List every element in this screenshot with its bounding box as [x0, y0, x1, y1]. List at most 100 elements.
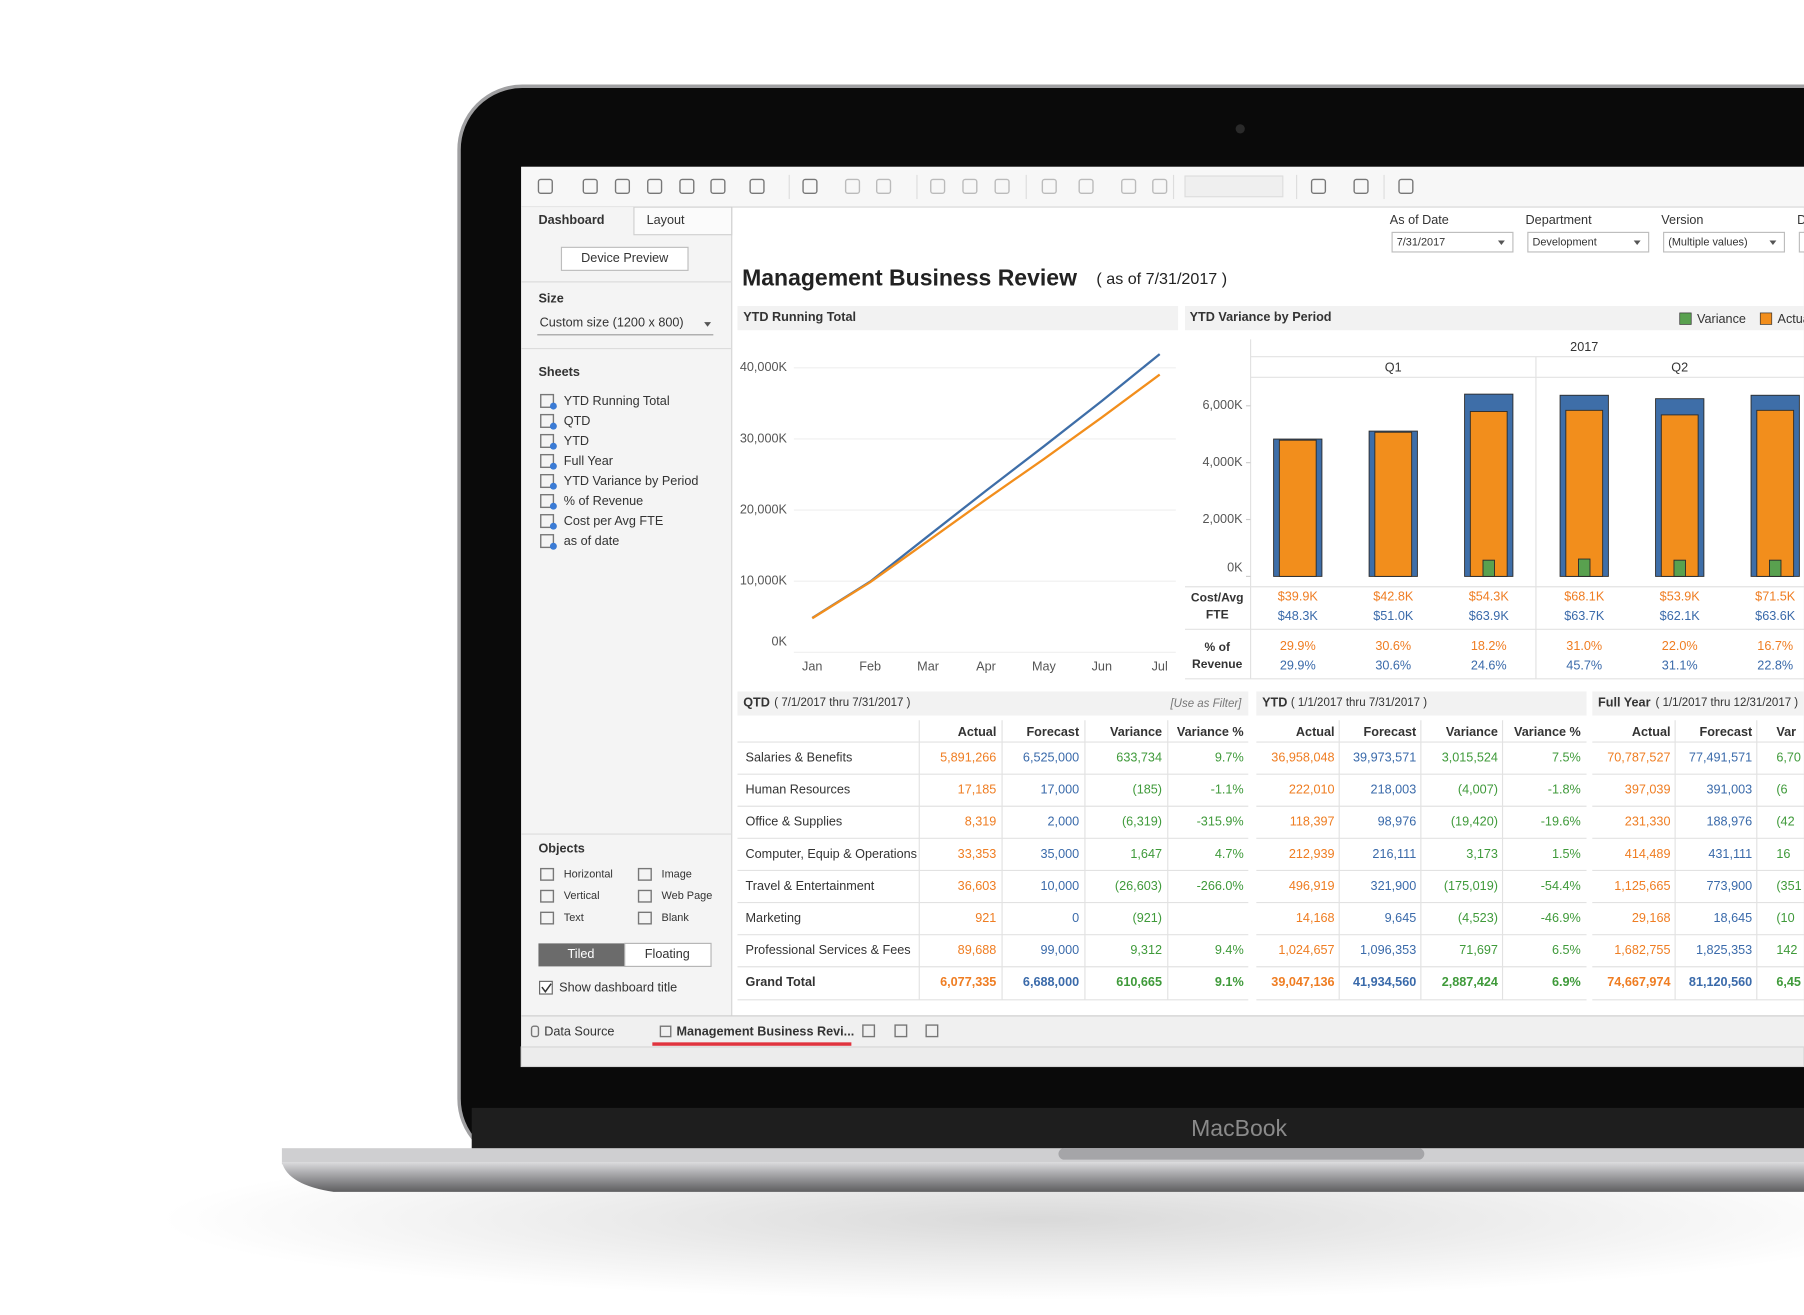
device-preview-button[interactable] — [560, 246, 689, 271]
toolbar-icon[interactable] — [537, 178, 553, 194]
toolbar-dropdown[interactable] — [1184, 175, 1284, 198]
laptop-chin — [471, 1107, 1804, 1150]
cell: 6.9% — [1552, 975, 1581, 989]
cell: 496,919 — [1289, 879, 1335, 893]
cell: 17,000 — [1041, 783, 1080, 797]
sheet-title: YTD Running Total — [743, 310, 856, 324]
sheet-item[interactable]: YTD Variance by Period — [564, 474, 699, 488]
bar — [1578, 558, 1591, 577]
object-item[interactable]: Text — [564, 912, 584, 924]
toolbar-icon[interactable] — [679, 178, 695, 194]
column-header: Actual — [1296, 725, 1335, 739]
sheet-item[interactable]: QTD — [564, 414, 591, 428]
cell: -19.6% — [1541, 815, 1581, 829]
cell: -1.1% — [1211, 783, 1244, 797]
toolbar-icon[interactable] — [875, 178, 892, 194]
object-item[interactable]: Web Page — [662, 890, 713, 902]
cell: 633,734 — [1116, 751, 1162, 765]
filter-value[interactable]: 7/31/2017 — [1397, 237, 1446, 249]
filter-value[interactable]: Development — [1532, 237, 1596, 249]
cell: 18.2% — [1471, 639, 1507, 653]
cell: 212,939 — [1289, 847, 1335, 861]
cell: 9,312 — [1130, 943, 1162, 957]
x-tick-label: Feb — [859, 660, 881, 674]
toolbar-icon[interactable] — [1041, 178, 1057, 194]
toolbar-icon[interactable] — [1310, 178, 1327, 194]
toolbar-icon[interactable] — [1398, 178, 1414, 194]
cell: $39.9K — [1278, 589, 1319, 603]
toolbar-icon[interactable] — [710, 178, 726, 194]
toolbar-icon[interactable] — [749, 178, 765, 194]
object-item[interactable]: Image — [662, 868, 692, 880]
floating-label[interactable]: Floating — [645, 947, 690, 961]
new-story[interactable] — [925, 1024, 939, 1038]
toolbar-icon[interactable] — [1078, 178, 1094, 194]
toolbar-icon[interactable] — [614, 178, 631, 194]
cell: 36,603 — [958, 879, 997, 893]
toolbar-icon[interactable] — [582, 178, 598, 194]
sheet-header — [1185, 306, 1804, 331]
filter-dropdown[interactable] — [1663, 231, 1785, 253]
cell: 6,525,000 — [1023, 751, 1079, 765]
new-dashboard[interactable] — [894, 1024, 908, 1038]
row-label: Cost/Avg — [1191, 590, 1244, 604]
sheet-item[interactable]: YTD — [564, 434, 589, 448]
cell: 30.6% — [1375, 658, 1411, 672]
toolbar-icon[interactable] — [844, 178, 861, 194]
object-item[interactable]: Horizontal — [564, 868, 613, 880]
filter-link[interactable]: [Use as Filter] — [1169, 698, 1242, 710]
caret — [1769, 240, 1777, 246]
layout-tab[interactable] — [633, 206, 733, 236]
legend-label[interactable]: Actual — [1778, 312, 1804, 326]
filter-value[interactable]: (Multiple values) — [1668, 237, 1747, 249]
sheet-item[interactable]: Cost per Avg FTE — [564, 514, 664, 528]
checkbox[interactable] — [539, 980, 553, 995]
device-preview-label[interactable]: Device Preview — [581, 251, 669, 265]
table-title: QTD — [743, 695, 770, 709]
sheet-item[interactable]: Full Year — [564, 454, 613, 468]
cell: 216,111 — [1372, 847, 1416, 861]
bar — [1673, 559, 1686, 577]
sheet-item[interactable]: % of Revenue — [564, 494, 643, 508]
filter-dropdown[interactable] — [1527, 231, 1650, 253]
column-header: Variance % — [1177, 725, 1244, 739]
filter-dropdown[interactable] — [1391, 231, 1514, 253]
layout-tab-label[interactable]: Layout — [647, 213, 685, 227]
cell: 1,125,665 — [1614, 879, 1670, 893]
filter-dropdown[interactable] — [1798, 231, 1804, 253]
column-header: Variance % — [1514, 725, 1581, 739]
dashboard-sheet-tab[interactable]: Management Business Revi... — [677, 1024, 855, 1038]
row-label: FTE — [1206, 608, 1229, 622]
toolbar-icon[interactable] — [930, 178, 946, 194]
cell: 391,003 — [1707, 783, 1753, 797]
tiled-button[interactable] — [538, 943, 625, 967]
row-label: Travel & Entertainment — [746, 879, 875, 893]
toolbar-icon[interactable] — [1121, 178, 1137, 194]
cell: $48.3K — [1278, 609, 1319, 623]
y-tick-label: 20,000K — [740, 502, 788, 516]
floating-button[interactable] — [624, 942, 712, 967]
new-worksheet[interactable] — [862, 1024, 876, 1038]
sheet-item[interactable]: YTD Running Total — [564, 394, 670, 408]
column-header: Forecast — [1364, 725, 1417, 739]
toolbar-icon[interactable] — [802, 178, 818, 194]
cell: 99,000 — [1041, 943, 1080, 957]
laptop-notch — [1058, 1148, 1425, 1160]
cell: 321,900 — [1371, 879, 1417, 893]
dashboard-tab[interactable]: Dashboard — [538, 213, 604, 227]
toolbar-icon[interactable] — [994, 178, 1010, 194]
sheet-tab-bar — [521, 1015, 1804, 1047]
size-value[interactable]: Custom size (1200 x 800) — [540, 316, 684, 330]
tiled-label[interactable]: Tiled — [568, 947, 595, 961]
show-title-label[interactable]: Show dashboard title — [559, 981, 677, 995]
toolbar-icon[interactable] — [962, 178, 978, 194]
toolbar-icon[interactable] — [1152, 178, 1168, 194]
sheet-item[interactable]: as of date — [564, 534, 620, 548]
object-item[interactable]: Vertical — [564, 890, 600, 902]
toolbar-icon[interactable] — [647, 178, 663, 194]
toolbar-icon[interactable] — [1353, 178, 1369, 194]
object-item[interactable]: Blank — [662, 912, 690, 924]
object-icon — [540, 889, 555, 903]
data-source-tab[interactable]: Data Source — [544, 1024, 614, 1038]
legend-label[interactable]: Variance — [1697, 312, 1746, 326]
